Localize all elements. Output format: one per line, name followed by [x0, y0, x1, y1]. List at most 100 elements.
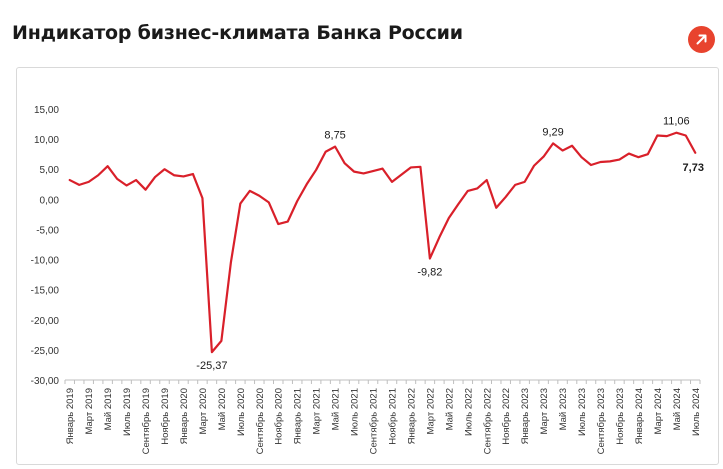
data-point [296, 200, 298, 202]
x-tick-label: Март 2020 [198, 388, 209, 435]
x-tick-label: Май 2024 [672, 388, 683, 430]
x-tick-label: Июль 2021 [350, 388, 361, 436]
y-axis: -30,00 -25,00 -20,00 -15,00 -10,00 -5,00 0,00 5… [31, 105, 60, 387]
x-tick-label: Май 2020 [217, 388, 228, 430]
x-tick-label: Май 2023 [558, 388, 569, 430]
x-tick-label: Январь 2021 [293, 388, 304, 444]
share-button[interactable] [688, 26, 715, 53]
data-point [391, 181, 393, 183]
data-point [552, 142, 554, 144]
data-point [343, 162, 345, 164]
data-point [599, 161, 601, 163]
x-tick-label: Июль 2023 [577, 388, 588, 436]
data-point [334, 146, 336, 148]
data-point [154, 176, 156, 178]
data-point [590, 164, 592, 166]
x-tick-label: Март 2022 [425, 388, 436, 435]
data-point [438, 236, 440, 238]
data-point [249, 190, 251, 192]
chart-container: -30,00 -25,00 -20,00 -15,00 -10,00 -5,00 0,00 5… [16, 67, 719, 465]
data-point [325, 151, 327, 153]
data-label: 8,75 [324, 130, 345, 142]
data-point [306, 183, 308, 185]
arrow-up-right-icon [696, 34, 707, 45]
data-label: 7,73 [683, 162, 704, 174]
data-point [647, 153, 649, 155]
data-point [182, 175, 184, 177]
x-tick-label: Январь 2022 [406, 388, 417, 444]
data-point [107, 165, 109, 167]
data-point [287, 221, 289, 223]
x-tick-label: Сентябрь 2022 [482, 388, 493, 454]
data-point [97, 174, 99, 176]
y-tick-label: -20,00 [31, 316, 60, 327]
data-point [230, 261, 232, 263]
x-tick-label: Июль 2024 [691, 388, 702, 436]
data-point [116, 178, 118, 180]
x-tick-label: Январь 2020 [179, 388, 190, 444]
y-tick-label: -30,00 [31, 376, 60, 387]
x-tick-label: Ноябрь 2021 [387, 388, 398, 445]
data-point [618, 158, 620, 160]
data-point [419, 166, 421, 168]
y-tick-label: -15,00 [31, 286, 60, 297]
data-label: -25,37 [196, 360, 227, 372]
data-point [362, 172, 364, 174]
data-point [277, 223, 279, 225]
data-point [694, 152, 696, 154]
data-point [78, 184, 80, 186]
data-point [675, 132, 677, 134]
data-point [220, 340, 222, 342]
data-point [486, 179, 488, 181]
data-point [580, 156, 582, 158]
x-tick-label: Май 2022 [444, 388, 455, 430]
y-tick-label: 15,00 [34, 105, 59, 116]
x-tick-label: Январь 2023 [520, 388, 531, 444]
series-layer [68, 131, 697, 354]
data-point [685, 134, 687, 136]
data-point [69, 179, 71, 181]
page-title: Индикатор бизнес-климата Банка России [12, 22, 463, 44]
x-tick-label: Март 2019 [84, 388, 95, 435]
y-tick-label: -5,00 [36, 225, 59, 236]
data-point [135, 179, 137, 181]
data-point [381, 168, 383, 170]
data-point [201, 197, 203, 199]
data-label: 9,29 [542, 126, 563, 138]
data-point [457, 203, 459, 205]
data-point [543, 155, 545, 157]
data-label: 11,06 [663, 116, 690, 128]
line-chart: -30,00 -25,00 -20,00 -15,00 -10,00 -5,00 0,00 5… [31, 105, 704, 454]
x-tick-label: Ноябрь 2019 [160, 388, 171, 445]
data-point [505, 196, 507, 198]
data-point [211, 351, 213, 353]
data-point [410, 166, 412, 168]
data-point [353, 171, 355, 173]
data-point [315, 169, 317, 171]
data-point [372, 170, 374, 172]
x-tick-label: Январь 2024 [634, 388, 645, 444]
data-point [268, 201, 270, 203]
data-point [163, 168, 165, 170]
data-point [476, 187, 478, 189]
y-tick-label: -25,00 [31, 346, 60, 357]
data-point [495, 207, 497, 209]
data-point [400, 174, 402, 176]
data-point [666, 135, 668, 137]
data-point [467, 190, 469, 192]
data-point [173, 174, 175, 176]
x-axis: Январь 2019 Март 2019 Май 2019 Июль 2019 Сен… [64, 379, 702, 454]
data-point [258, 195, 260, 197]
x-tick-label: Сентябрь 2020 [255, 388, 266, 454]
x-tick-label: Сентябрь 2019 [141, 388, 152, 454]
x-tick-label: Март 2021 [312, 388, 323, 435]
x-tick-label: Сентябрь 2021 [369, 388, 380, 454]
y-tick-label: -10,00 [31, 256, 60, 267]
x-tick-label: Июль 2019 [122, 388, 133, 436]
y-tick-label: 5,00 [40, 165, 60, 176]
x-tick-label: Ноябрь 2020 [274, 388, 285, 445]
x-tick-label: Январь 2019 [65, 388, 76, 444]
y-tick-label: 10,00 [34, 135, 59, 146]
x-tick-label: Март 2023 [539, 388, 550, 435]
data-point [571, 145, 573, 147]
